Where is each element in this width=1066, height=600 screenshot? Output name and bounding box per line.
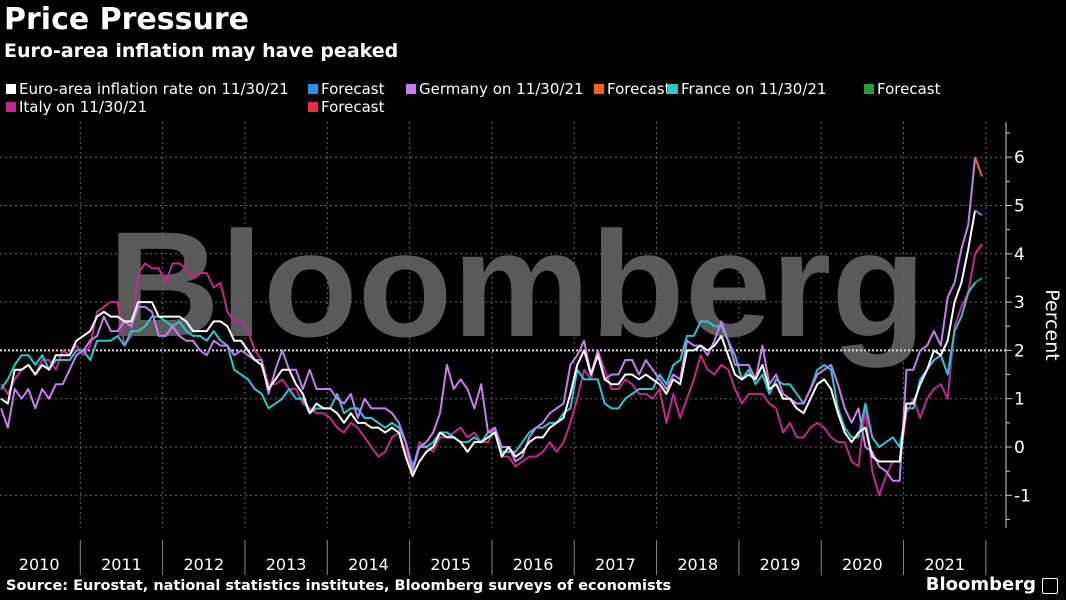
source-note: Source: Eurostat, national statistics in… xyxy=(6,578,672,594)
x-tick-label: 2015 xyxy=(430,555,471,574)
legend-swatch xyxy=(594,84,604,94)
chart-icon xyxy=(1042,578,1058,594)
x-tick-label: 2016 xyxy=(513,555,554,574)
x-tick-label: 2017 xyxy=(595,555,636,574)
legend-label: Forecast xyxy=(607,80,671,98)
y-tick-label: 2 xyxy=(1014,341,1025,361)
y-tick-label: 3 xyxy=(1014,293,1025,313)
series-line-forecast-7 xyxy=(974,243,983,255)
legend-item: Italy on 11/30/21 xyxy=(6,98,147,116)
watermark: Bloomberg xyxy=(108,200,926,368)
legend-label: Germany on 11/30/21 xyxy=(419,80,584,98)
x-tick-label: 2012 xyxy=(183,555,224,574)
legend-swatch xyxy=(668,84,678,94)
legend-swatch xyxy=(308,84,318,94)
y-tick-label: 6 xyxy=(1014,148,1025,168)
y-tick-label: -1 xyxy=(1014,486,1031,506)
legend-label: Forecast xyxy=(321,80,385,98)
legend-label: Euro-area inflation rate on 11/30/21 xyxy=(19,80,289,98)
chart-subtitle: Euro-area inflation may have peaked xyxy=(4,40,399,62)
series-line-forecast-3 xyxy=(974,156,983,177)
legend-swatch xyxy=(6,102,16,112)
bloomberg-logo: Bloomberg xyxy=(925,574,1036,595)
legend-item: Germany on 11/30/21 xyxy=(406,80,584,98)
legend-label: France on 11/30/21 xyxy=(681,80,827,98)
series-line-forecast-5 xyxy=(974,277,983,284)
y-tick-label: 5 xyxy=(1014,197,1025,217)
x-tick-label: 2018 xyxy=(677,555,718,574)
x-tick-label: 2020 xyxy=(842,555,883,574)
legend-item: Euro-area inflation rate on 11/30/21 xyxy=(6,80,289,98)
chart-title: Price Pressure xyxy=(4,2,249,37)
legend-item: Forecast xyxy=(308,80,384,98)
legend-swatch xyxy=(864,84,874,94)
legend-label: Forecast xyxy=(321,98,385,116)
legend-item: France on 11/30/21 xyxy=(668,80,826,98)
legend-item: Forecast xyxy=(308,98,384,116)
legend-label: Forecast xyxy=(877,80,941,98)
y-tick-label: 4 xyxy=(1014,245,1025,265)
y-tick-label: 0 xyxy=(1014,438,1025,458)
legend-item: Forecast xyxy=(594,80,670,98)
x-tick-label: 2010 xyxy=(19,555,60,574)
x-tick-label: 2014 xyxy=(348,555,389,574)
series-line-2 xyxy=(0,157,977,482)
series-line-forecast-1 xyxy=(974,209,983,216)
y-axis-label: Percent xyxy=(1041,289,1063,361)
x-tick-label: 2021 xyxy=(924,555,965,574)
x-tick-label: 2011 xyxy=(101,555,142,574)
legend-item: Forecast xyxy=(864,80,940,98)
x-tick-label: 2013 xyxy=(266,555,307,574)
legend-swatch xyxy=(308,102,318,112)
series-line-0 xyxy=(0,210,977,477)
series-line-6 xyxy=(0,253,977,497)
legend-label: Italy on 11/30/21 xyxy=(19,98,148,116)
x-tick-label: 2019 xyxy=(760,555,801,574)
y-tick-label: 1 xyxy=(1014,390,1025,410)
legend-swatch xyxy=(6,84,16,94)
legend-swatch xyxy=(406,84,416,94)
